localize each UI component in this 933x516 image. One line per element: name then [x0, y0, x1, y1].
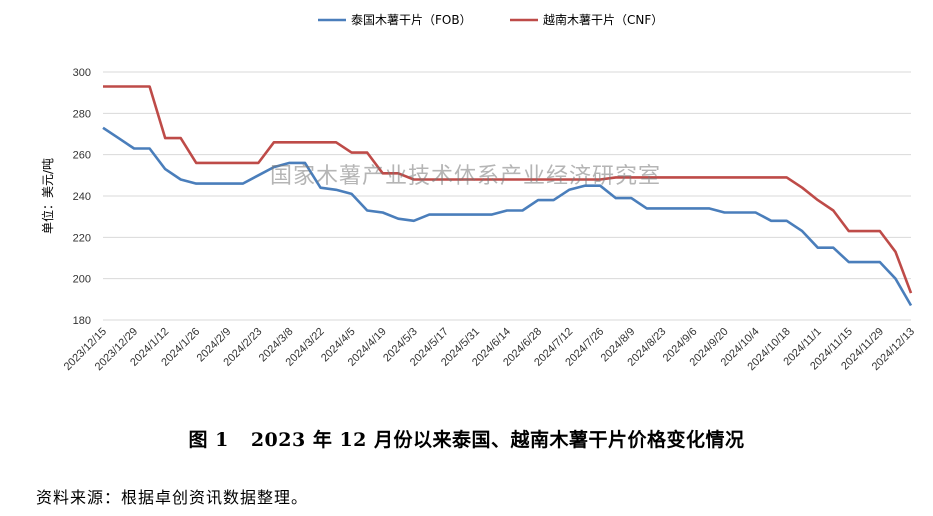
watermark: 国家木薯产业技术体系产业经济研究室	[270, 164, 662, 189]
legend-label-2: 越南木薯干片（CNF）	[543, 12, 663, 27]
legend-label-1: 泰国木薯干片（FOB）	[351, 13, 472, 27]
y-tick-label: 300	[73, 67, 91, 79]
y-tick-label: 280	[73, 108, 91, 120]
price-line-chart: 1802002202402602803002023/12/152023/12/2…	[40, 12, 917, 373]
y-tick-label: 240	[73, 191, 91, 203]
y-axis-label: 单位：美元/吨	[40, 158, 55, 234]
y-tick-label: 180	[73, 315, 91, 327]
y-tick-label: 200	[73, 274, 91, 286]
figure-number: 图 1	[188, 429, 229, 451]
data-source-note: 资料来源：根据卓创资讯数据整理。	[36, 488, 309, 507]
figure-caption: 图 1 2023 年 12 月份以来泰国、越南木薯干片价格变化情况	[0, 425, 933, 452]
figure-title: 2023 年 12 月份以来泰国、越南木薯干片价格变化情况	[250, 429, 745, 451]
y-tick-label: 220	[73, 232, 91, 244]
series-line-1	[102, 126, 913, 307]
series-line-2	[103, 85, 913, 294]
y-tick-label: 260	[73, 150, 91, 162]
